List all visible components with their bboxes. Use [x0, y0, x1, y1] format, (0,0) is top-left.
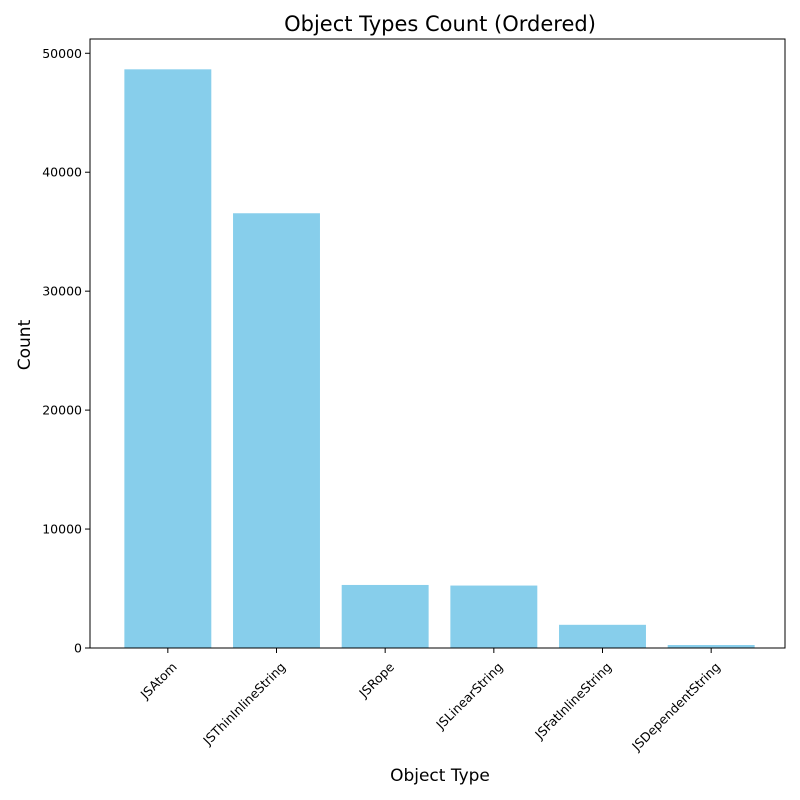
bar-JSThinInlineString	[233, 213, 320, 648]
x-tick-label: JSLinearString	[432, 659, 505, 732]
y-tick-label: 50000	[42, 46, 82, 61]
chart-title: Object Types Count (Ordered)	[284, 12, 596, 36]
x-tick-label: JSAtom	[137, 659, 180, 702]
y-axis: 0 10000 20000 30000 40000 50000	[42, 46, 90, 656]
bars-group	[124, 69, 755, 648]
bar-JSLinearString	[450, 585, 538, 648]
x-tick-label: JSDependentString	[628, 659, 723, 754]
bar-JSFatInlineString	[559, 624, 646, 648]
x-axis-label: Object Type	[390, 766, 490, 786]
x-axis: JSAtom JSThinInlineString JSRope JSLinearSt…	[137, 648, 723, 754]
y-axis-label: Count	[15, 319, 35, 370]
bar-JSDependentString	[667, 645, 755, 648]
y-tick-label: 30000	[42, 284, 82, 299]
y-tick-label: 10000	[42, 522, 82, 537]
x-tick-label: JSRope	[355, 659, 397, 701]
bar-JSRope	[341, 584, 429, 648]
bar-JSAtom	[124, 69, 212, 648]
y-tick-label: 40000	[42, 165, 82, 180]
y-tick-label: 20000	[42, 403, 82, 418]
y-tick-label: 0	[74, 641, 82, 656]
x-tick-label: JSFatInlineString	[531, 659, 614, 742]
x-tick-label: JSThinInlineString	[199, 659, 288, 748]
plot-frame	[89, 38, 786, 649]
